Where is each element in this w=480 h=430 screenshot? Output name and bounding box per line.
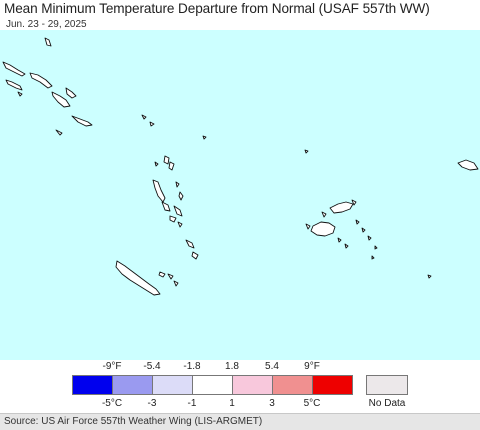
fiji xyxy=(305,199,378,260)
ocean-area xyxy=(0,30,480,360)
vanuatu xyxy=(152,155,199,260)
map-title: Mean Minimum Temperature Departure from … xyxy=(4,1,430,16)
celsius-tick-label: 3 xyxy=(269,398,275,409)
celsius-tick-label: -5°C xyxy=(101,398,123,409)
source-credit: Source: US Air Force 557th Weather Wing … xyxy=(4,416,263,427)
legend-swatch xyxy=(232,375,273,395)
temperature-map[interactable] xyxy=(0,30,480,360)
fahrenheit-tick-label: 9°F xyxy=(304,361,320,372)
celsius-tick-label: 5°C xyxy=(303,398,321,409)
celsius-tick-label: 1 xyxy=(229,398,235,409)
fahrenheit-tick-label: -9°F xyxy=(102,361,122,372)
footer: Source: US Air Force 557th Weather Wing … xyxy=(0,413,480,430)
fahrenheit-tick-label: -5.4 xyxy=(143,361,161,372)
no-data-swatch xyxy=(366,375,408,395)
color-legend: -9°F -5.4 -1.8 1.8 5.4 9°F -5°C -3 -1 1 3 5°C No D… xyxy=(0,358,480,413)
eastern-islands xyxy=(202,135,479,279)
legend-swatch xyxy=(312,375,353,395)
fahrenheit-tick-label: 1.8 xyxy=(225,361,239,372)
legend-swatch xyxy=(192,375,233,395)
legend-swatch xyxy=(112,375,153,395)
date-range: Jun. 23 - 29, 2025 xyxy=(6,19,87,30)
fahrenheit-tick-label: -1.8 xyxy=(183,361,201,372)
legend-swatch xyxy=(72,375,113,395)
new-caledonia xyxy=(115,260,179,296)
celsius-tick-label: -3 xyxy=(147,398,157,409)
no-data-label: No Data xyxy=(368,398,406,409)
solomon-islands xyxy=(2,37,155,136)
fahrenheit-tick-label: 5.4 xyxy=(265,361,279,372)
legend-swatch xyxy=(152,375,193,395)
legend-swatch xyxy=(272,375,313,395)
celsius-tick-label: -1 xyxy=(187,398,197,409)
